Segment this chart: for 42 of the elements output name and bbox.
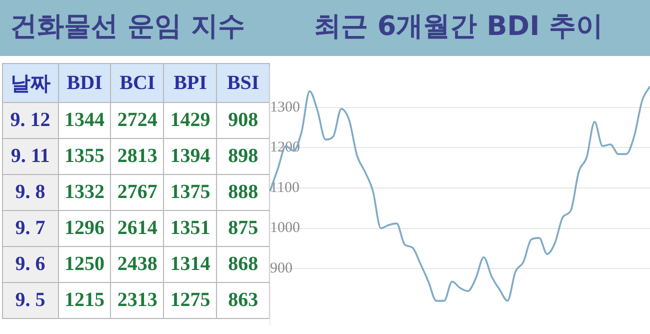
category-label: 9. 6 <box>2 246 58 282</box>
legend-label: BDI <box>58 64 111 102</box>
y-tick-label: 900 <box>270 260 292 276</box>
data-label: 2313 <box>110 282 164 318</box>
data-label: 1250 <box>58 246 111 282</box>
data-label: 2813 <box>110 138 164 174</box>
text: 날짜 <box>2 64 58 102</box>
legend-label: BSI <box>216 64 270 102</box>
data-label: 898 <box>216 138 270 174</box>
y-tick-label: 1300 <box>270 99 300 116</box>
data-label: 1394 <box>164 138 217 174</box>
text: 건화물선 운임 지수 <box>10 10 245 44</box>
data-label: 1296 <box>58 210 111 246</box>
data-label: 2724 <box>110 102 164 138</box>
data-label: 875 <box>216 210 270 246</box>
data-label: 908 <box>216 102 270 138</box>
data-label: 1375 <box>164 174 217 210</box>
category-label: 9. 11 <box>2 138 58 174</box>
data-label: 1215 <box>58 282 111 318</box>
data-label: 2438 <box>110 246 164 282</box>
category-label: 9. 12 <box>2 102 58 138</box>
data-label: 868 <box>216 246 270 282</box>
chart-title: 최근 6개월간 BDI 추이 <box>314 10 604 44</box>
line-series <box>269 85 650 302</box>
category-label: 9. 5 <box>2 282 58 318</box>
data-label: 1429 <box>164 102 217 138</box>
data-label: 1351 <box>164 210 217 246</box>
data-label: 863 <box>216 282 270 318</box>
data-label: 1275 <box>164 282 217 318</box>
legend-label: BPI <box>164 64 217 102</box>
y-tick-label: 1000 <box>270 220 300 236</box>
data-label: 888 <box>216 174 270 210</box>
data-label: 1344 <box>58 102 111 138</box>
y-tick-label: 1100 <box>270 180 300 196</box>
data-label: 2614 <box>110 210 164 246</box>
category-label: 9. 7 <box>2 210 58 246</box>
data-label: 1314 <box>164 246 217 282</box>
category-label: 9. 8 <box>2 174 58 210</box>
data-label: 2767 <box>110 174 164 210</box>
data-label: 1355 <box>58 138 111 174</box>
legend-label: BCI <box>110 64 164 102</box>
data-label: 1332 <box>58 174 111 210</box>
